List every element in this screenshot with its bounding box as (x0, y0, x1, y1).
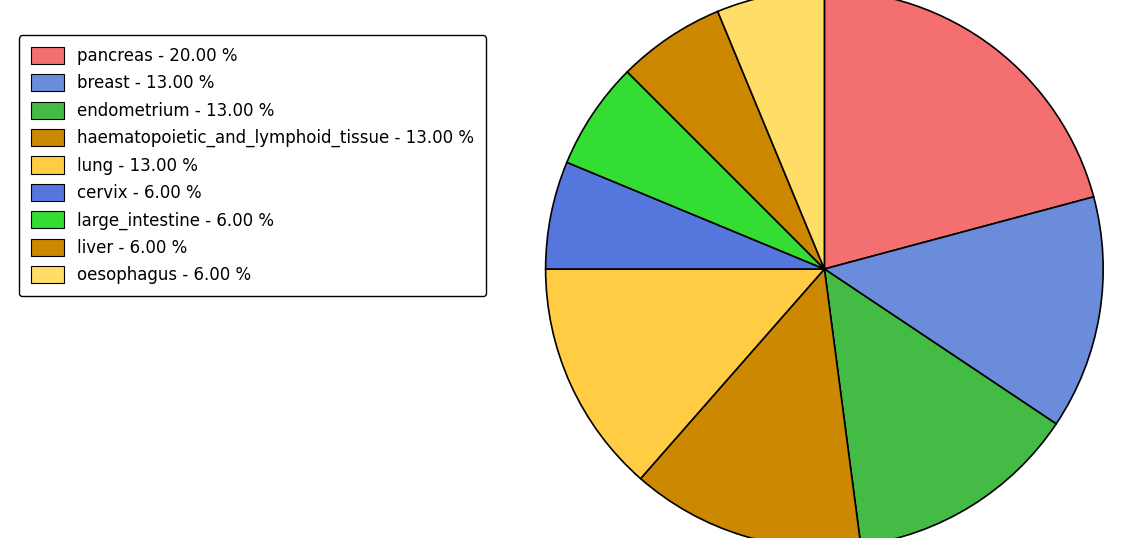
Wedge shape (824, 0, 1093, 269)
Wedge shape (546, 269, 824, 479)
Wedge shape (824, 197, 1103, 424)
Wedge shape (546, 162, 824, 269)
Wedge shape (640, 269, 861, 538)
Wedge shape (567, 72, 824, 269)
Wedge shape (718, 0, 824, 269)
Wedge shape (824, 269, 1056, 538)
Legend: pancreas - 20.00 %, breast - 13.00 %, endometrium - 13.00 %, haematopoietic_and_: pancreas - 20.00 %, breast - 13.00 %, en… (18, 35, 485, 296)
Wedge shape (627, 11, 824, 269)
